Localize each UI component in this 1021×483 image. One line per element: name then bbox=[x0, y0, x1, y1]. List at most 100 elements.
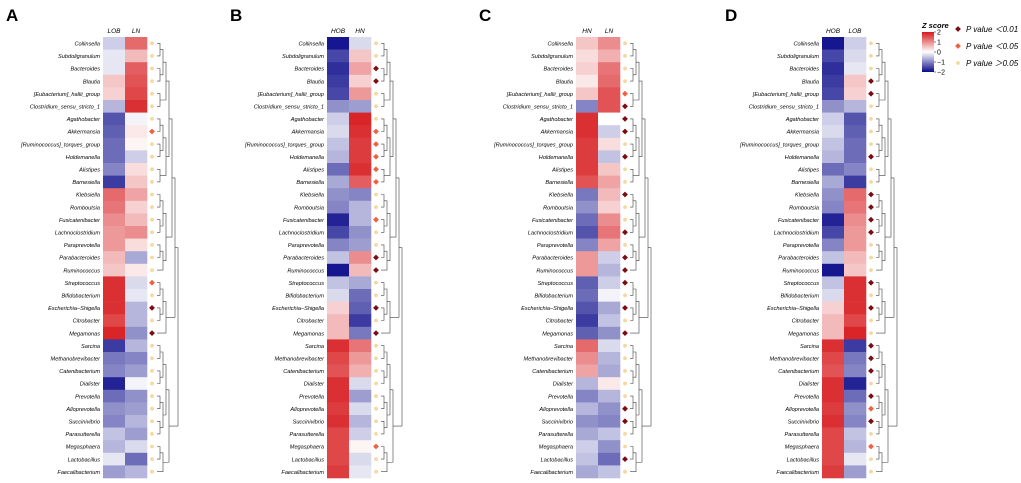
heatmap-cell bbox=[349, 465, 372, 479]
heatmap-cell bbox=[349, 377, 372, 391]
dendrogram-branch-d-11 bbox=[876, 219, 880, 233]
dendrogram-branch-c-19 bbox=[630, 301, 640, 334]
dendrogram-branch-d-17 bbox=[876, 307, 880, 321]
row-label: Subdoligranulum bbox=[777, 54, 819, 60]
row-label: Bifidobacterium bbox=[534, 294, 573, 300]
heatmap-cell bbox=[822, 125, 845, 139]
p-value-marker bbox=[869, 469, 873, 474]
heatmap-panel-b: B HOB HN Collinsella Subdoligranulum Bacteroi… bbox=[230, 6, 403, 479]
row-label: [Ruminococcus]_torques_group bbox=[739, 142, 819, 148]
heatmap-cell bbox=[822, 377, 845, 391]
heatmap-cell bbox=[598, 100, 621, 113]
row-label: Fusicatenibacter bbox=[532, 218, 574, 224]
dendrogram-branch-c-2 bbox=[630, 93, 634, 107]
dendrogram-branch-a-2 bbox=[157, 93, 161, 107]
p-value-marker bbox=[623, 293, 627, 298]
heatmap-cell bbox=[844, 289, 867, 302]
p-value-marker bbox=[869, 255, 873, 260]
p-value-marker bbox=[150, 91, 154, 96]
heatmap-cell bbox=[125, 188, 148, 202]
heatmap-cell bbox=[103, 188, 126, 202]
row-label: Lactobacillus bbox=[787, 457, 820, 463]
row-label: Faecalibacterium bbox=[776, 470, 819, 476]
p-value-marker bbox=[869, 432, 873, 436]
heatmap-cell bbox=[125, 200, 148, 214]
heatmap-cell bbox=[576, 213, 599, 227]
heatmap-cell bbox=[327, 314, 350, 328]
heatmap-cell bbox=[103, 74, 126, 88]
heatmap-cell bbox=[125, 238, 148, 252]
dendrogram-branch-c-12 bbox=[630, 244, 634, 258]
row-label: Paraprevotella bbox=[783, 243, 819, 249]
row-label: Bacteroides bbox=[70, 67, 100, 73]
dendrogram-branch-c-21 bbox=[630, 370, 634, 384]
heatmap-cell bbox=[327, 427, 350, 441]
dendrogram-branch-b-23 bbox=[381, 421, 385, 435]
heatmap-cell bbox=[327, 175, 350, 189]
heatmap-cell bbox=[349, 402, 372, 416]
heatmap-cell bbox=[822, 415, 845, 428]
row-label: Parabacteroides bbox=[532, 256, 573, 262]
row-label: Citrobacter bbox=[546, 319, 574, 325]
heatmap-cell bbox=[576, 452, 599, 466]
dendrogram-branch-d-7 bbox=[876, 169, 880, 183]
row-label: Parabacteroides bbox=[59, 256, 100, 262]
p-value-marker bbox=[623, 79, 627, 83]
heatmap-cell bbox=[125, 37, 148, 50]
row-label: Fusicatenibacter bbox=[59, 218, 101, 224]
heatmap-cell bbox=[576, 251, 599, 265]
heatmap-cell bbox=[576, 289, 599, 302]
heatmap-cell bbox=[103, 289, 126, 302]
heatmap-cell bbox=[844, 415, 867, 428]
heatmap-cell bbox=[125, 377, 148, 391]
dendrogram-branch-c-20 bbox=[630, 345, 634, 359]
dendrogram-branch-c-33 bbox=[642, 247, 652, 427]
legend-tick-label: −1 bbox=[937, 60, 945, 67]
p-value-marker bbox=[150, 142, 154, 147]
heatmap-cell bbox=[125, 100, 148, 113]
heatmap-cell bbox=[349, 125, 372, 139]
row-label: Clostridium_sensu_stricto_1 bbox=[254, 105, 324, 111]
dendrogram-branch-d-26 bbox=[879, 402, 883, 428]
heatmap-cell bbox=[327, 49, 350, 63]
row-label: Dialister bbox=[553, 382, 574, 388]
p-value-marker bbox=[869, 293, 873, 298]
dendrogram-branch-b-25 bbox=[384, 351, 388, 378]
heatmap-cell bbox=[598, 427, 621, 441]
dendrogram-branch-a-0 bbox=[157, 43, 161, 57]
p-value-marker bbox=[868, 305, 874, 311]
heatmap-cell bbox=[103, 452, 126, 466]
p-value-marker bbox=[373, 128, 379, 135]
p-value-marker bbox=[623, 369, 627, 373]
heatmap-cell bbox=[844, 314, 867, 328]
p-value-marker bbox=[374, 356, 378, 361]
row-label: Clostridium_sensu_stricto_1 bbox=[30, 105, 100, 111]
heatmap-cell bbox=[576, 100, 599, 113]
heatmap-cell bbox=[349, 238, 372, 252]
row-label: Catenibacterium bbox=[283, 369, 324, 375]
p-value-marker bbox=[622, 254, 628, 261]
column-header: HN bbox=[582, 28, 592, 35]
p-value-marker bbox=[622, 116, 628, 122]
dendrogram-branch-b-0 bbox=[381, 43, 385, 57]
row-label: Prevotella bbox=[299, 394, 324, 400]
heatmap-cell bbox=[598, 200, 621, 214]
heatmap-cell bbox=[598, 377, 621, 391]
heatmap-cell bbox=[576, 163, 599, 176]
p-value-marker bbox=[623, 41, 627, 46]
row-label: Blautia bbox=[307, 79, 324, 85]
p-value-marker bbox=[150, 394, 154, 398]
dendrogram-branch-d-15 bbox=[882, 213, 886, 261]
heatmap-cell bbox=[822, 301, 845, 315]
heatmap-cell bbox=[822, 263, 845, 277]
row-label: Alistipes bbox=[551, 168, 573, 174]
p-value-marker bbox=[623, 432, 627, 436]
row-label: Sarcina bbox=[305, 344, 324, 350]
row-label: Collinsella bbox=[794, 42, 820, 48]
p-value-marker bbox=[868, 204, 874, 210]
dendrogram-branch-c-0 bbox=[630, 43, 634, 57]
heatmap-cell bbox=[822, 339, 845, 353]
p-value-marker bbox=[869, 180, 873, 184]
heatmap-cell bbox=[125, 125, 148, 139]
heatmap-cell bbox=[822, 74, 845, 88]
